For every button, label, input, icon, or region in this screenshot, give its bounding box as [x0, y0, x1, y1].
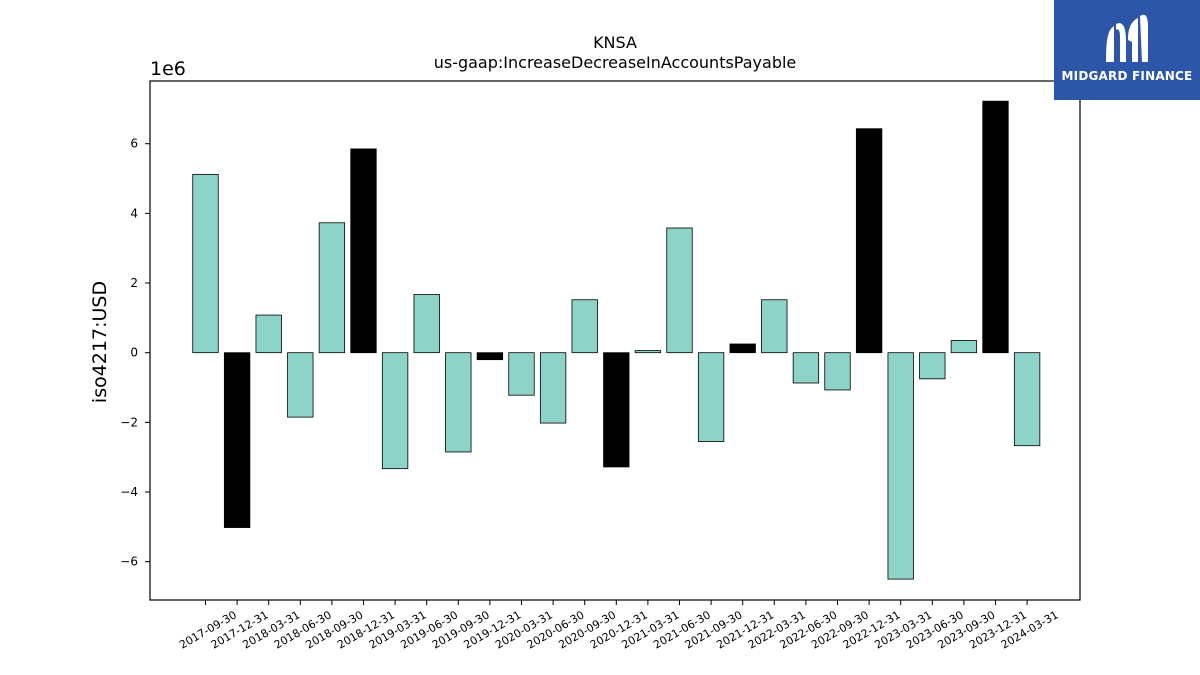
bar-2020-06-30 [539, 352, 567, 424]
bar-2017-09-30 [192, 173, 219, 354]
bar-2017-12-31 [223, 352, 251, 528]
logo-text: MIDGARD FINANCE [1061, 69, 1193, 83]
bar-2019-06-30 [413, 294, 440, 354]
midgard-finance-logo: MIDGARD FINANCE [1054, 0, 1200, 100]
y-axis: −6 −4 −2 0 2 4 6 [120, 137, 150, 569]
bar-2021-09-30 [697, 352, 725, 442]
bar-2019-03-31 [381, 352, 409, 470]
y-tick-label: −6 [120, 555, 138, 569]
y-axis-label: iso4217:USD [89, 281, 111, 403]
x-axis: 2017-09-302017-12-312018-03-312018-06-30… [177, 600, 1061, 652]
bar-2024-03-31 [1013, 352, 1041, 447]
chart-subtitle: us-gaap:IncreaseDecreaseInAccountsPayabl… [434, 53, 797, 72]
y-tick-label: −4 [120, 485, 138, 499]
bar-2018-12-31 [350, 148, 377, 354]
y-tick-label: −2 [120, 415, 138, 429]
bar-2020-09-30 [571, 299, 598, 354]
bar-2019-12-31 [476, 352, 504, 361]
bar-2020-03-31 [508, 352, 535, 396]
bar-2021-03-31 [634, 350, 662, 354]
bars-group [192, 100, 1041, 580]
logo-mark-icon [1106, 14, 1148, 63]
bar-2023-09-30 [950, 340, 978, 354]
bar-2018-09-30 [318, 222, 346, 354]
chart-title: KNSA [593, 33, 637, 52]
bar-2023-03-31 [887, 352, 914, 580]
y-scale-label: 1e6 [150, 58, 186, 80]
bar-2020-12-31 [603, 352, 630, 468]
bar-2022-09-30 [824, 352, 851, 391]
bar-2021-06-30 [666, 227, 693, 354]
y-tick-label: 6 [130, 137, 138, 151]
bar-2022-12-31 [855, 128, 883, 354]
bar-2021-12-31 [729, 343, 756, 354]
bar-2018-03-31 [255, 314, 282, 354]
bar-2018-06-30 [287, 352, 314, 418]
bar-2022-03-31 [761, 299, 788, 354]
y-tick-label: 4 [130, 206, 138, 220]
bar-2022-06-30 [792, 352, 820, 384]
bar-2023-06-30 [919, 352, 946, 380]
bar-2023-12-31 [982, 100, 1009, 354]
y-tick-label: 0 [130, 346, 138, 360]
bar-2019-09-30 [445, 352, 472, 453]
plot-frame [149, 80, 1081, 601]
y-tick-label: 2 [130, 276, 138, 290]
